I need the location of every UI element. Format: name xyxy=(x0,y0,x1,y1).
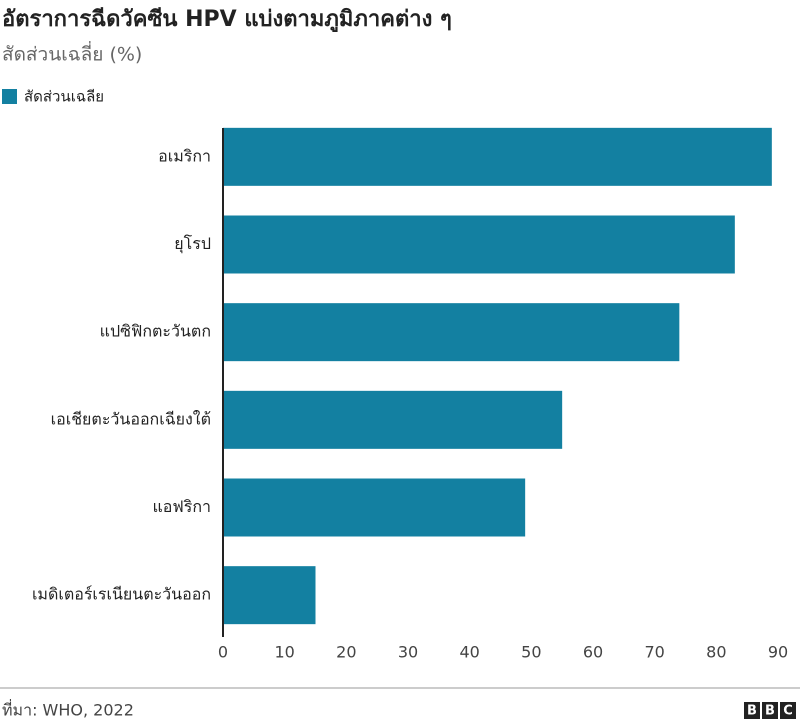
chart-subtitle: สัดส่วนเฉลี่ย (%) xyxy=(2,41,142,66)
y-tick-label: แปซิฟิกตะวันตก xyxy=(100,322,211,341)
logo-letter: B xyxy=(765,704,775,719)
logo-letter: B xyxy=(747,704,757,719)
x-tick-label: 90 xyxy=(768,643,788,662)
y-tick-label: อเมริกา xyxy=(158,146,211,165)
logo-box xyxy=(762,702,778,719)
bar xyxy=(223,303,680,362)
bar xyxy=(223,390,563,449)
source: ที่มา: WHO, 2022 xyxy=(2,699,134,720)
x-tick-label: 10 xyxy=(274,643,294,662)
chart-title: อัตราการฉีดวัคซีน HPV แบ่งตามภูมิภาคต่าง… xyxy=(2,7,452,33)
y-tick-label: ยุโรป xyxy=(174,234,211,254)
y-tick-label: แอฟริกา xyxy=(152,497,211,516)
x-tick-label: 50 xyxy=(521,643,541,662)
x-tick-label: 80 xyxy=(706,643,726,662)
x-tick-label: 70 xyxy=(644,643,664,662)
x-tick-label: 0 xyxy=(218,643,228,662)
y-tick-label: เอเชียตะวันออกเฉียงใต้ xyxy=(51,409,211,428)
y-tick-label: เมดิเตอร์เรเนียนตะวันออก xyxy=(32,585,211,604)
x-tick-label: 30 xyxy=(398,643,418,662)
x-tick-label: 20 xyxy=(336,643,356,662)
logo-box xyxy=(780,702,796,719)
x-tick-label: 60 xyxy=(583,643,603,662)
bar xyxy=(223,127,772,186)
bar xyxy=(223,566,316,625)
legend-swatch xyxy=(2,89,17,104)
bar xyxy=(223,478,526,537)
logo-letter: C xyxy=(783,704,793,719)
logo-box xyxy=(744,702,760,719)
legend-label: สัดส่วนเฉลีย xyxy=(24,88,104,106)
bar xyxy=(223,215,735,274)
x-tick-label: 40 xyxy=(459,643,479,662)
